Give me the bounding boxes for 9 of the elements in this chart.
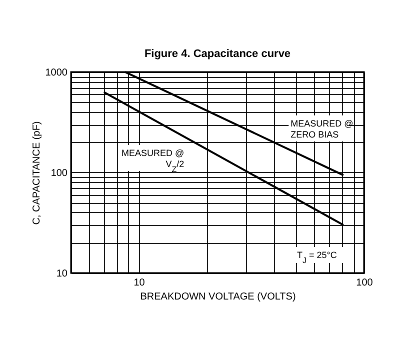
y-axis-title: C, CAPACITANCE (pF) [31,121,42,225]
chart-title: Figure 4. Capacitance curve [144,48,291,60]
series-label: MEASURED @ V$_{Z}$/2 [121,148,184,174]
series-label: MEASURED @ ZERO BIAS [290,118,354,140]
x-axis-title: BREAKDOWN VOLTAGE (VOLTS) [140,292,296,302]
y-tick-label: 10 [56,268,68,280]
annotation: T$_{J}$ = 25°C [297,250,338,264]
y-tick-label: 100 [50,168,68,179]
y-tick-label: 1000 [45,68,68,78]
